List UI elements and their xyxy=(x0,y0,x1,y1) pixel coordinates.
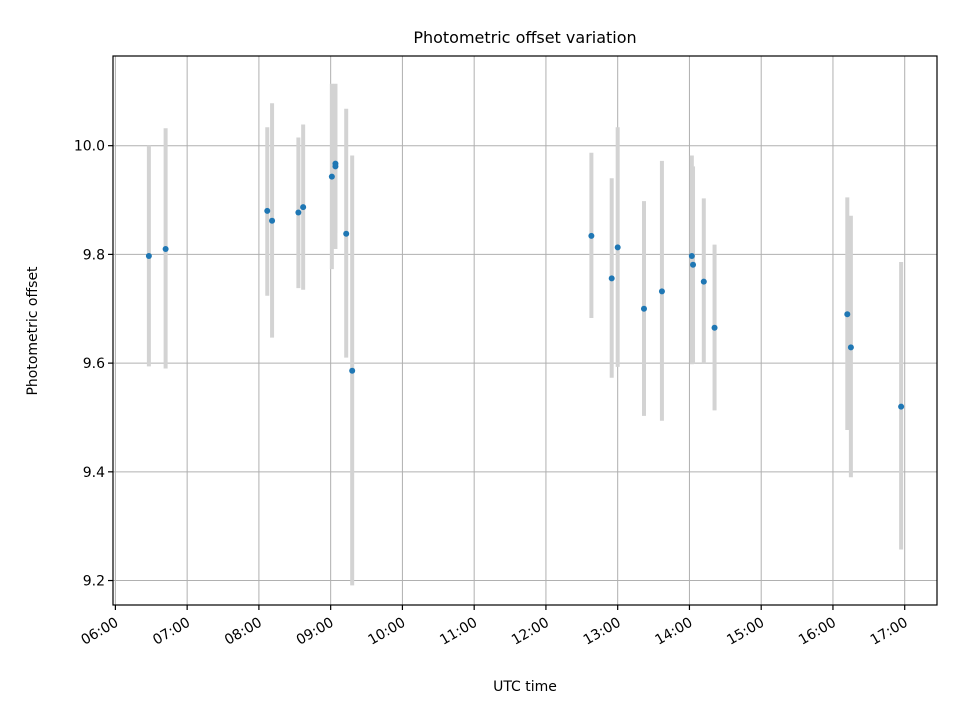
x-tick-label: 14:00 xyxy=(652,615,695,649)
x-tick-label: 16:00 xyxy=(796,615,839,649)
x-tick-label: 13:00 xyxy=(581,615,624,649)
x-tick-label: 07:00 xyxy=(150,615,193,649)
y-axis-ticks: 9.2 9.4 9.6 9.8 10.0 xyxy=(74,139,113,590)
data-point xyxy=(264,207,271,214)
y-tick-label: 9.6 xyxy=(83,356,105,372)
y-tick-label: 9.2 xyxy=(83,574,105,590)
x-tick-label: 12:00 xyxy=(509,615,552,649)
data-point xyxy=(688,253,695,260)
data-point xyxy=(162,245,169,252)
y-tick-label: 9.4 xyxy=(83,465,105,481)
y-tick-label: 10.0 xyxy=(74,139,105,155)
x-tick-label: 06:00 xyxy=(78,615,121,649)
data-point xyxy=(711,324,718,331)
data-point xyxy=(700,278,707,285)
x-tick-label: 10:00 xyxy=(365,615,408,649)
data-point xyxy=(145,253,152,260)
data-point xyxy=(844,311,851,318)
data-point xyxy=(658,288,665,295)
data-point xyxy=(332,163,339,170)
y-axis-label: Photometric offset xyxy=(25,266,41,396)
data-point xyxy=(898,403,905,410)
data-point xyxy=(588,232,595,239)
x-tick-label: 08:00 xyxy=(222,615,265,649)
x-tick-label: 17:00 xyxy=(868,615,911,649)
x-axis-ticks: 06:00 07:00 08:00 09:00 10:00 11:00 12:00 13:00… xyxy=(78,605,911,649)
x-axis-label: UTC time xyxy=(493,679,557,695)
x-tick-label: 15:00 xyxy=(724,615,767,649)
x-tick-label: 09:00 xyxy=(294,615,337,649)
data-point xyxy=(847,344,854,351)
data-point xyxy=(608,275,615,282)
chart-title: Photometric offset variation xyxy=(413,28,636,47)
data-point xyxy=(269,217,276,224)
data-point xyxy=(614,244,621,251)
data-point xyxy=(300,204,307,211)
data-point xyxy=(349,367,356,374)
data-points xyxy=(145,160,905,410)
data-point xyxy=(343,230,350,237)
data-point xyxy=(690,261,697,268)
x-tick-label: 11:00 xyxy=(437,615,480,649)
data-point xyxy=(640,305,647,312)
error-bars xyxy=(146,83,904,586)
data-point xyxy=(328,173,335,180)
plot-frame xyxy=(112,55,938,606)
data-point xyxy=(295,209,302,216)
grid xyxy=(113,56,937,605)
y-tick-label: 9.8 xyxy=(83,247,105,263)
